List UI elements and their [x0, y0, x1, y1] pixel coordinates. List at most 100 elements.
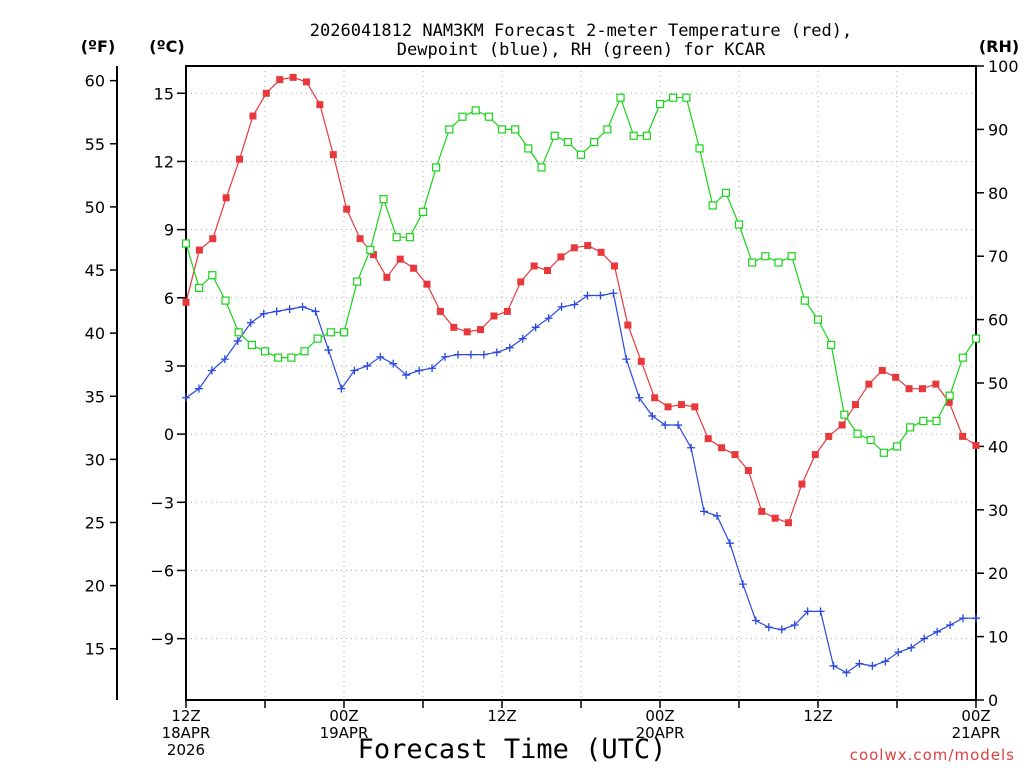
rh-tick-label: 80 [988, 184, 1008, 203]
dewpoint-point [182, 393, 190, 402]
temperature-point [436, 307, 444, 315]
temperature-point [865, 380, 873, 388]
rh-point [734, 220, 744, 229]
rh-point [339, 328, 349, 337]
dewpoint-point [557, 302, 566, 311]
rh-point [366, 245, 375, 254]
dewpoint-point [441, 352, 450, 361]
temperature-point [918, 385, 926, 393]
rh-point [629, 131, 638, 140]
rh-point [313, 334, 322, 343]
x-axis-title: Forecast Time (UTC) [358, 734, 667, 765]
x-tick-label: 20APR [636, 724, 685, 742]
temperature-point [851, 401, 859, 409]
dewpoint-point [609, 289, 618, 298]
fahrenheit-tick-label: 20 [85, 577, 105, 596]
temperature-point [276, 76, 284, 84]
rh-point [642, 131, 651, 140]
rh-point [590, 137, 599, 147]
dewpoint-point [687, 443, 696, 452]
temperature-point [811, 451, 819, 459]
dewpoint-point [881, 657, 890, 666]
dewpoint-point [415, 366, 424, 375]
dewpoint-line [185, 292, 976, 674]
rh-point [247, 340, 256, 350]
temperature-point [410, 264, 418, 272]
dewpoint-point [777, 625, 786, 634]
temperature-point [798, 480, 806, 488]
rh-point [445, 125, 454, 134]
fahrenheit-tick-label: 35 [85, 387, 105, 406]
rh-point [721, 188, 730, 197]
rh-point [866, 435, 875, 445]
chart-title-line-2: Dewpoint (blue), RH (green) for KCAR [397, 40, 766, 60]
temperature-point [771, 514, 779, 522]
temperature-point [209, 235, 217, 243]
fahrenheit-tick-label: 40 [85, 324, 105, 343]
rh-tick-label: 70 [988, 247, 1008, 266]
rh-point [260, 347, 270, 356]
celsius-tick-label: 0 [164, 425, 174, 444]
temperature-point [838, 421, 846, 429]
dewpoint-point [479, 350, 488, 359]
temperature-point [677, 401, 685, 409]
dewpoint-point [842, 668, 851, 677]
temperature-point [236, 155, 244, 163]
temperature-point [544, 267, 552, 275]
temperature-point [624, 321, 632, 329]
x-tick-label: 00Z [961, 707, 990, 725]
temperature-point [972, 441, 980, 449]
celsius-tick-label: 9 [164, 221, 174, 240]
temperature-point [584, 242, 592, 250]
celsius-tick-label: 15 [154, 84, 174, 103]
data-series [181, 73, 981, 677]
rh-point [945, 391, 954, 400]
dewpoint-point [428, 364, 437, 373]
temperature-point [329, 151, 337, 159]
rh-point [813, 315, 823, 324]
dewpoint-point [298, 302, 307, 311]
rh-tick-label: 40 [988, 437, 1008, 456]
dewpoint-point [661, 421, 670, 430]
rh-point [563, 137, 572, 147]
x-tick-label: 12Z [171, 707, 200, 725]
temperature-point [597, 248, 605, 256]
dewpoint-point [220, 355, 229, 364]
dewpoint-point [725, 539, 734, 548]
dewpoint-point [376, 352, 385, 361]
rh-point [274, 353, 283, 362]
temperature-point [878, 367, 886, 375]
dewpoint-point [868, 661, 877, 670]
dewpoint-point [402, 371, 411, 380]
rh-point [208, 271, 217, 280]
rh-point [234, 328, 243, 337]
temperature-point [825, 432, 833, 440]
x-tick-label: 12Z [803, 707, 832, 725]
x-tick-label: 21APR [952, 724, 1001, 742]
temperature-point [945, 398, 953, 406]
temperature-point [195, 246, 203, 254]
dewpoint-point [505, 343, 514, 352]
rh-point [932, 416, 941, 426]
dewpoint-point [674, 421, 683, 430]
dewpoint-point [635, 393, 644, 402]
celsius-tick-label: −3 [150, 493, 174, 512]
temperature-point [463, 328, 471, 336]
rh-tick-label: 30 [988, 501, 1008, 520]
temperature-point [343, 205, 351, 213]
rh-point [458, 112, 467, 121]
temperature-point [530, 262, 538, 270]
temperature-point [610, 262, 618, 270]
temperature-point [503, 307, 511, 315]
grid-lines [186, 66, 976, 700]
rh-point [484, 112, 493, 121]
dewpoint-point [259, 309, 268, 318]
celsius-tick-label: 12 [154, 152, 174, 171]
dewpoint-point [363, 361, 372, 370]
rh-point [405, 233, 414, 242]
dewpoint-point [751, 616, 760, 625]
temperature-point [289, 73, 297, 81]
fahrenheit-tick-label: 55 [85, 135, 105, 154]
rh-point [655, 99, 665, 109]
temperature-point [785, 519, 793, 527]
